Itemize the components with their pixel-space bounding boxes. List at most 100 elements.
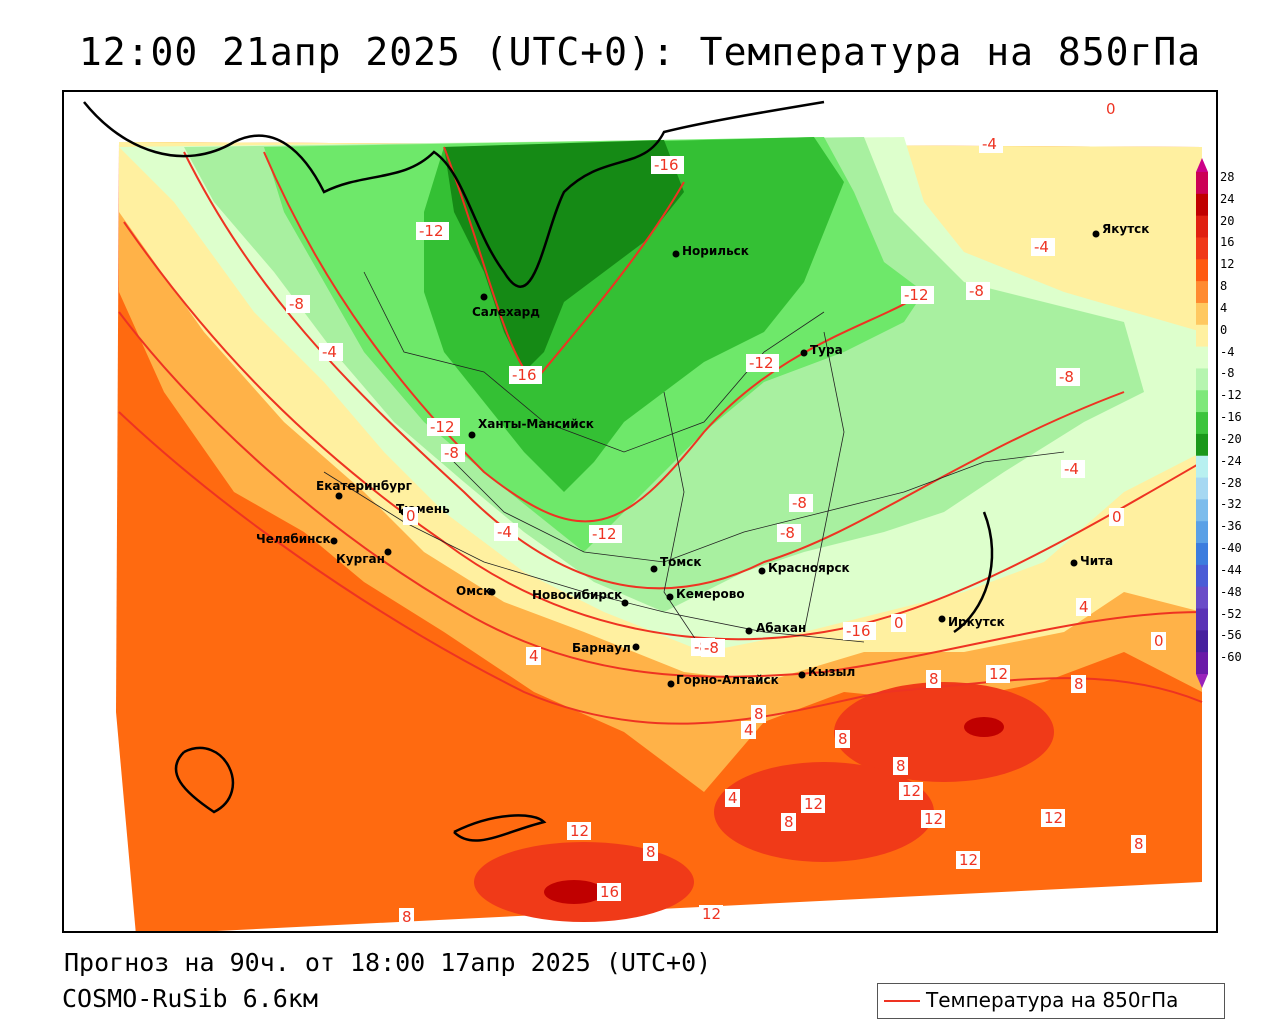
svg-text:Челябинск: Челябинск xyxy=(256,532,331,546)
contour-label: 0 xyxy=(403,507,418,525)
contour-label: -8 xyxy=(701,639,725,657)
city-kurgan: Курган xyxy=(336,548,392,566)
svg-text:Кемерово: Кемерово xyxy=(676,587,745,601)
colorbar-tick-label: 28 xyxy=(1220,170,1235,184)
svg-text:12: 12 xyxy=(924,810,943,828)
colorbar-cell xyxy=(1196,564,1208,588)
colorbar-cell xyxy=(1196,390,1208,413)
legend-label: Температура на 850гПа xyxy=(926,988,1179,1012)
contour-label: 4 xyxy=(1076,598,1091,616)
svg-text:Салехард: Салехард xyxy=(472,305,540,319)
svg-text:-4: -4 xyxy=(982,135,997,153)
contour-label: 12 xyxy=(567,822,591,840)
svg-text:12: 12 xyxy=(959,851,978,869)
svg-text:12: 12 xyxy=(702,905,721,923)
contour-label: -8 xyxy=(789,494,813,512)
legend: Температура на 850гПа xyxy=(877,983,1225,1019)
colorbar-tick-label: -48 xyxy=(1220,584,1242,599)
svg-text:4: 4 xyxy=(728,789,738,807)
colorbar-cell xyxy=(1196,324,1208,348)
svg-text:Иркутск: Иркутск xyxy=(948,615,1005,629)
svg-text:0: 0 xyxy=(1154,632,1164,650)
contour-label: 8 xyxy=(399,908,414,926)
city-norilsk: Норильск xyxy=(672,244,749,258)
map-title: 12:00 21апр 2025 (UTC+0): Температура на… xyxy=(78,30,1202,74)
colorbar-tick-label: -8 xyxy=(1220,366,1235,381)
contour-label: 8 xyxy=(926,670,941,688)
colorbar-tick-label: -16 xyxy=(1220,410,1242,425)
colorbar-cell xyxy=(1196,237,1208,260)
svg-text:8: 8 xyxy=(784,813,794,831)
colorbar-tick-label: 24 xyxy=(1220,191,1235,206)
svg-text:12: 12 xyxy=(570,822,589,840)
svg-text:Екатеринбург: Екатеринбург xyxy=(316,479,412,493)
contour-label: -8 xyxy=(966,282,990,300)
svg-text:12: 12 xyxy=(804,795,823,813)
svg-text:0: 0 xyxy=(894,614,904,632)
city-yekaterinburg: Екатеринбург xyxy=(316,479,412,500)
region-16-20 xyxy=(964,717,1004,737)
contour-label: 4 xyxy=(741,721,756,739)
colorbar-tick-label: 4 xyxy=(1220,300,1228,315)
contour-label: -16 xyxy=(509,366,542,384)
colorbar-cell xyxy=(1196,172,1208,195)
colorbar-cell xyxy=(1196,652,1208,675)
svg-text:-8: -8 xyxy=(444,444,459,462)
colorbar-cell xyxy=(1196,259,1208,282)
contour-label: 0 xyxy=(1109,508,1124,526)
colorbar-tick-label: -4 xyxy=(1220,344,1235,359)
contour-label: 8 xyxy=(751,705,766,723)
svg-text:0: 0 xyxy=(406,507,416,525)
contour-label: 0 xyxy=(1151,632,1166,650)
city-salekhard: Салехард xyxy=(472,293,540,319)
city-yakutsk: Якутск xyxy=(1092,222,1149,238)
svg-text:-12: -12 xyxy=(430,418,455,436)
city-chita: Чита xyxy=(1070,554,1113,568)
contour-label: -12 xyxy=(416,222,449,240)
svg-text:-8: -8 xyxy=(969,282,984,300)
svg-text:Новосибирск: Новосибирск xyxy=(532,588,622,602)
colorbar-tick-label: 20 xyxy=(1220,213,1235,228)
svg-text:-4: -4 xyxy=(497,523,512,541)
contour-label: 0 xyxy=(1103,100,1118,118)
svg-text:4: 4 xyxy=(744,721,754,739)
svg-text:Курган: Курган xyxy=(336,552,385,566)
svg-text:-8: -8 xyxy=(704,639,719,657)
svg-text:0: 0 xyxy=(1106,100,1116,118)
city-barnaul: Барнаул xyxy=(572,641,640,655)
contour-label: 12 xyxy=(1041,809,1065,827)
colorbar-tick-label: -20 xyxy=(1220,431,1242,446)
colorbar xyxy=(1196,158,1208,688)
contour-labels: -16 -12 -8 -4 -12 -8 -4 0 -4 -12 -8 -8 -4 -16 -12 -8 0 0 -… xyxy=(286,100,1166,926)
colorbar-tick-label: -52 xyxy=(1220,606,1242,621)
city-khanty-mansiysk: Ханты-Мансийск xyxy=(468,417,594,439)
svg-text:12: 12 xyxy=(1044,809,1063,827)
colorbar-tick-label: -32 xyxy=(1220,497,1242,512)
svg-text:4: 4 xyxy=(1079,598,1089,616)
city-kyzyl: Кызыл xyxy=(798,665,855,679)
forecast-info: Прогноз на 90ч. от 18:00 17апр 2025 (UTC… xyxy=(64,948,712,977)
colorbar-tick-label: -60 xyxy=(1220,650,1242,665)
contour-label: -8 xyxy=(441,444,465,462)
colorbar-cell xyxy=(1196,521,1208,544)
svg-text:8: 8 xyxy=(646,843,656,861)
contour-label: 12 xyxy=(899,782,923,800)
svg-text:-4: -4 xyxy=(322,343,337,361)
contour-label: 12 xyxy=(921,810,945,828)
region-12-16 xyxy=(834,682,1054,782)
city-kemerovo: Кемерово xyxy=(666,587,745,601)
svg-text:Барнаул: Барнаул xyxy=(572,641,631,655)
contour-label: 16 xyxy=(597,883,621,901)
svg-text:8: 8 xyxy=(1134,835,1144,853)
contour-label: 8 xyxy=(893,757,908,775)
colorbar-cell xyxy=(1196,433,1208,457)
contour-label: -12 xyxy=(427,418,460,436)
svg-text:-16: -16 xyxy=(846,622,871,640)
contour-label: 8 xyxy=(1131,835,1146,853)
svg-text:Омск: Омск xyxy=(456,584,491,598)
colorbar-tick-label: 12 xyxy=(1220,257,1235,272)
colorbar-tick-label: -40 xyxy=(1220,541,1242,556)
colorbar-cell xyxy=(1196,215,1208,238)
city-tomsk: Томск xyxy=(650,555,702,573)
svg-text:12: 12 xyxy=(902,782,921,800)
